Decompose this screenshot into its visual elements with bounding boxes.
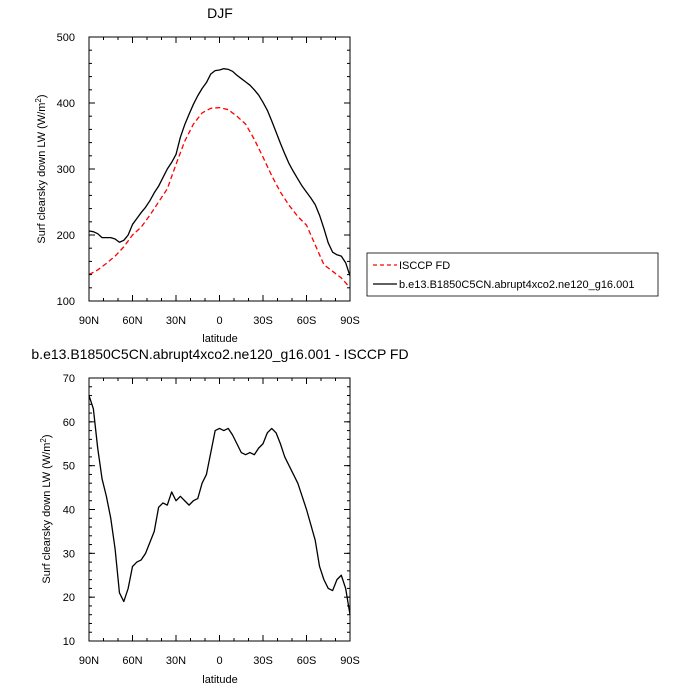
top-y-axis-label-sup: 2 [34,98,43,103]
bottom-y-tick-label: 20 [63,592,75,604]
top-y-tick-label: 300 [57,164,75,176]
top-x-tick-label: 0 [216,315,222,327]
bottom-chart-title: b.e13.B1850C5CN.abrupt4xco2.ne120_g16.00… [31,346,408,362]
legend: ISCCP FD b.e13.B1850C5CN.abrupt4xco2.ne1… [366,252,659,297]
top-x-tick-label: 60N [122,315,142,327]
bottom-y-tick-label: 30 [63,548,75,560]
top-y-axis-label-main: Surf clearsky down LW (W/m [36,103,48,244]
top-x-tick-label: 30N [166,315,186,327]
bottom-x-tick-label: 30S [253,655,273,667]
top-y-axis-label-tail: ) [36,94,48,98]
top-plot-frame [88,36,351,302]
bottom-y-axis-label: Surf clearsky down LW (W/m2) [39,434,53,583]
bottom-x-tick-label: 90S [340,655,360,667]
top-y-tick-label: 100 [57,296,75,308]
bottom-y-tick-label: 40 [63,505,75,517]
top-x-tick-label: 90N [79,315,99,327]
bottom-plot: b.e13.B1850C5CN.abrupt4xco2.ne120_g16.00… [31,346,408,686]
top-x-tick-label: 30S [253,315,273,327]
top-chart-title: DJF [207,5,233,21]
bottom-series-line-0 [88,395,351,615]
bottom-y-axis-label-sup: 2 [39,438,48,443]
bottom-y-tick-label: 50 [63,461,75,473]
bottom-x-tick-label: 90N [79,655,99,667]
bottom-plot-frame [88,377,351,642]
bottom-x-tick-label: 0 [216,655,222,667]
top-series-line-0 [88,106,351,289]
bottom-y-axis-label-main: Surf clearsky down LW (W/m [41,443,53,584]
top-series-line-1 [88,68,351,277]
bottom-y-tick-label: 10 [63,636,75,648]
bottom-x-tick-label: 60N [122,655,142,667]
bottom-x-axis-label: latitude [202,674,237,686]
legend-label-isccp: ISCCP FD [399,260,450,272]
top-y-axis-label: Surf clearsky down LW (W/m2) [34,94,48,243]
top-plot: DJF 90N 60N 30N 0 30S 60S 90S 100 200 300 400 500 l… [34,5,360,345]
bottom-y-tick-label: 70 [63,373,75,385]
top-x-tick-label: 90S [340,315,360,327]
top-y-tick-label: 400 [57,98,75,110]
bottom-x-tick-label: 60S [297,655,317,667]
top-x-axis-label: latitude [202,333,237,345]
top-x-tick-label: 60S [297,315,317,327]
legend-label-model: b.e13.B1850C5CN.abrupt4xco2.ne120_g16.00… [399,279,634,291]
top-y-tick-label: 500 [57,32,75,44]
legend-box [366,252,659,297]
bottom-y-tick-label: 60 [63,417,75,429]
bottom-y-axis-label-tail: ) [41,434,53,438]
bottom-x-tick-label: 30N [166,655,186,667]
top-y-tick-label: 200 [57,230,75,242]
